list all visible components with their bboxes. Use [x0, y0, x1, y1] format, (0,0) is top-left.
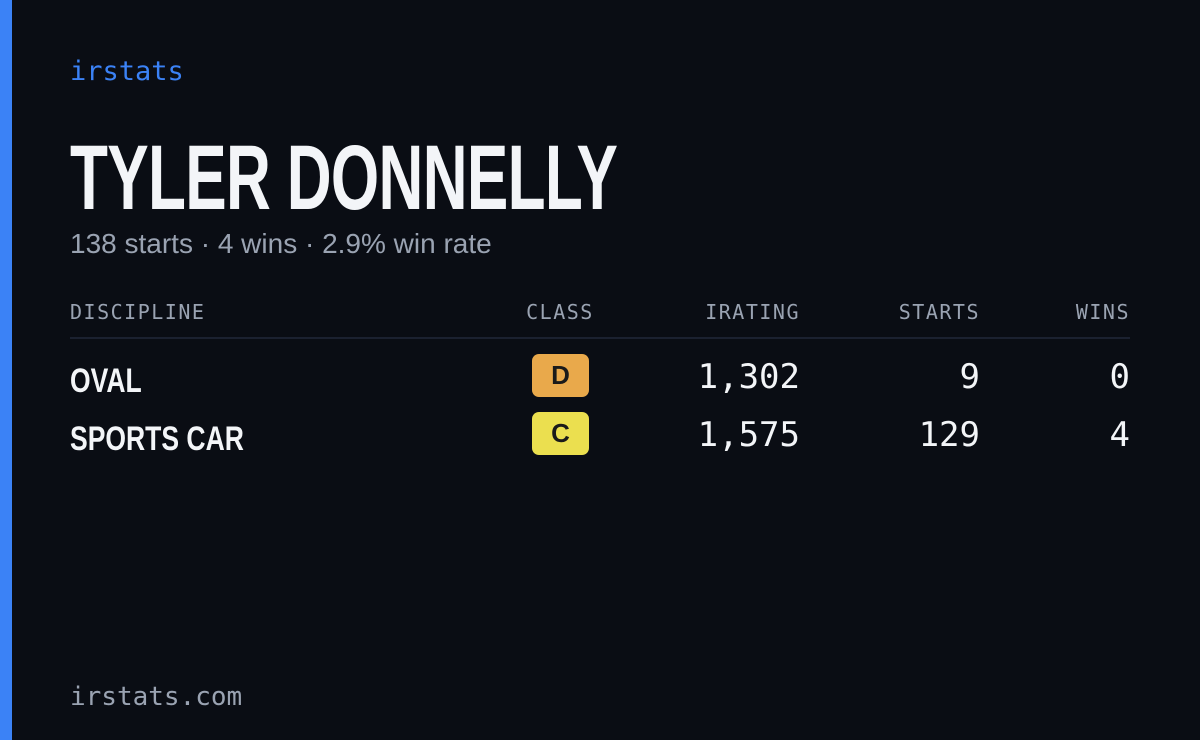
- brand: irstats: [70, 56, 184, 87]
- column-header: CLASS: [526, 300, 594, 324]
- driver-name: TYLER DONNELLY: [70, 127, 618, 229]
- class-badge: D: [532, 354, 589, 397]
- column-header: WINS: [1075, 300, 1130, 324]
- accent-bar: [0, 0, 12, 740]
- wins: 0: [1109, 357, 1130, 397]
- wins: 4: [1109, 415, 1130, 455]
- starts: 9: [959, 357, 980, 397]
- irating: 1,302: [697, 357, 800, 397]
- discipline: OVAL: [70, 362, 142, 400]
- column-header: STARTS: [898, 300, 980, 324]
- discipline: SPORTS CAR: [70, 420, 244, 458]
- class-badge: C: [532, 412, 589, 455]
- irating: 1,575: [697, 415, 800, 455]
- column-header: DISCIPLINE: [70, 300, 206, 324]
- column-header: IRATING: [705, 300, 800, 324]
- summary: 138 starts · 4 wins · 2.9% win rate: [70, 228, 492, 259]
- header-rule: [70, 337, 1130, 339]
- footer-url: irstats.com: [70, 682, 243, 712]
- starts: 129: [918, 415, 980, 455]
